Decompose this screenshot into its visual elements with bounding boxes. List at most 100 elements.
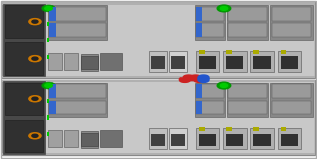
Bar <box>133 134 135 139</box>
Bar <box>163 128 166 132</box>
Bar <box>121 6 124 11</box>
Bar <box>152 112 154 117</box>
Bar <box>125 24 128 28</box>
Bar <box>140 29 143 34</box>
Bar <box>152 69 154 74</box>
Bar <box>125 35 128 40</box>
Bar <box>129 29 132 34</box>
Bar <box>152 147 154 151</box>
Bar <box>2 153 315 155</box>
Bar <box>170 69 173 74</box>
Bar <box>18 139 22 143</box>
Bar <box>3 81 45 154</box>
Bar <box>136 147 139 151</box>
Bar <box>114 128 117 132</box>
Bar <box>121 18 124 22</box>
Bar <box>133 50 135 55</box>
Bar <box>133 35 135 40</box>
Bar <box>118 107 120 111</box>
Bar <box>140 95 143 99</box>
Bar <box>148 29 151 34</box>
Bar <box>140 12 143 16</box>
Bar <box>23 46 27 50</box>
Circle shape <box>29 133 41 139</box>
Bar <box>114 63 117 68</box>
Bar <box>199 56 216 69</box>
Bar <box>174 89 177 93</box>
Bar <box>49 7 106 21</box>
Bar <box>189 140 192 145</box>
Bar <box>167 18 169 22</box>
Bar <box>125 69 128 74</box>
Bar <box>189 83 192 88</box>
Bar <box>18 124 22 128</box>
Bar <box>18 46 22 50</box>
Bar <box>170 24 173 28</box>
Bar <box>155 29 158 34</box>
Bar <box>170 29 173 34</box>
Bar <box>140 112 143 117</box>
Bar <box>152 50 154 55</box>
Bar <box>118 140 120 145</box>
Bar <box>110 83 113 88</box>
Bar <box>133 101 135 105</box>
Bar <box>178 29 181 34</box>
Bar <box>129 89 132 93</box>
Bar <box>140 18 143 22</box>
Bar <box>110 83 193 117</box>
Bar <box>163 57 166 62</box>
Bar <box>148 24 151 28</box>
Bar <box>18 134 22 138</box>
Bar <box>140 107 143 111</box>
Bar <box>133 63 135 68</box>
Bar <box>13 86 17 90</box>
Bar <box>5 5 43 38</box>
Bar <box>118 29 120 34</box>
Bar <box>114 69 117 74</box>
Bar <box>226 49 232 54</box>
Bar <box>23 9 27 13</box>
Bar <box>253 127 259 131</box>
Bar <box>144 89 147 93</box>
Bar <box>152 134 154 139</box>
Bar <box>81 56 98 69</box>
Bar <box>163 44 166 49</box>
Bar <box>189 18 192 22</box>
Bar <box>81 133 98 146</box>
Bar <box>47 132 49 136</box>
Bar <box>185 12 188 16</box>
Bar <box>155 69 158 74</box>
Bar <box>23 139 27 143</box>
Bar <box>185 18 188 22</box>
Bar <box>155 121 158 126</box>
Bar <box>163 69 166 74</box>
Bar <box>148 101 151 105</box>
Bar <box>174 134 177 139</box>
Bar <box>5 120 43 152</box>
Bar <box>170 12 173 16</box>
Bar <box>170 121 173 126</box>
Circle shape <box>45 84 52 87</box>
Circle shape <box>45 7 52 10</box>
Bar <box>47 99 49 103</box>
Bar <box>277 128 301 149</box>
Bar <box>163 134 166 139</box>
Bar <box>167 63 169 68</box>
Bar <box>133 95 135 99</box>
Bar <box>110 63 113 68</box>
Bar <box>8 139 12 143</box>
Bar <box>8 107 12 111</box>
Bar <box>152 24 154 28</box>
Circle shape <box>32 97 38 100</box>
Bar <box>199 49 204 54</box>
Bar <box>8 9 12 13</box>
Bar <box>174 147 177 151</box>
Bar <box>185 63 188 68</box>
Bar <box>121 50 124 55</box>
Bar <box>8 52 12 55</box>
Bar <box>182 18 184 22</box>
Bar <box>118 101 120 105</box>
Bar <box>110 69 113 74</box>
Bar <box>155 95 158 99</box>
Bar <box>196 84 224 98</box>
